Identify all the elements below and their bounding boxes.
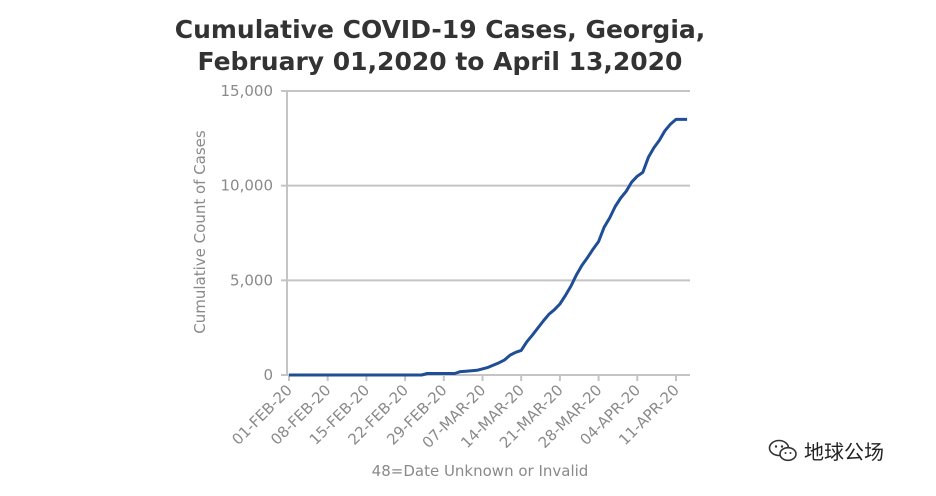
y-tick-labels: 0 5,000 10,000 15,000 — [221, 82, 274, 384]
axes — [281, 90, 690, 381]
x-tick-labels: 01-FEB-2008-FEB-2015-FEB-2022-FEB-2029-F… — [228, 381, 682, 452]
series-line — [289, 117, 688, 377]
y-tick-label: 5,000 — [230, 271, 273, 289]
y-axis-title: Cumulative Count of Cases — [191, 130, 209, 334]
chart-title: Cumulative COVID-19 Cases, Georgia, Febr… — [0, 14, 880, 78]
watermark-text: 地球公场 — [804, 440, 884, 464]
y-tick-label: 0 — [263, 366, 273, 384]
gridlines — [287, 90, 690, 282]
x-axis-title: 48=Date Unknown or Invalid — [372, 462, 589, 480]
wechat-icon — [768, 439, 797, 461]
watermark: 地球公场 — [768, 436, 884, 465]
chart-subtitle: February 01,2020 to April 13,2020 — [197, 47, 683, 76]
chart-title-line1: Cumulative COVID-19 Cases, Georgia, — [174, 15, 706, 44]
y-tick-label: 15,000 — [221, 82, 274, 100]
y-tick-label: 10,000 — [221, 177, 274, 195]
